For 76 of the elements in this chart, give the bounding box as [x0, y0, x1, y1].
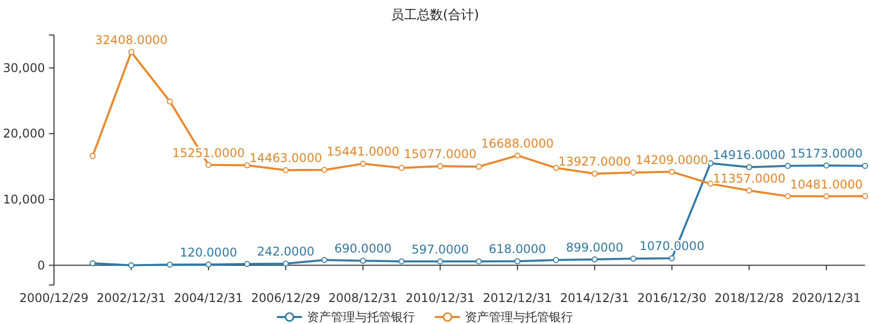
chart-title: 员工总数(合计): [390, 8, 480, 23]
point: [128, 262, 134, 268]
data-label: 15077.0000: [404, 147, 476, 162]
point: [823, 162, 830, 168]
data-label: 618.0000: [488, 242, 546, 256]
point: [592, 170, 598, 177]
point: [476, 258, 482, 264]
point: [205, 162, 212, 168]
point: [668, 255, 675, 262]
x-tick-label: 2016/12/30: [637, 291, 706, 305]
point: [784, 162, 791, 169]
point: [630, 256, 636, 262]
data-label: 690.0000: [334, 242, 392, 256]
data-label: 11357.0000: [712, 172, 786, 186]
point: [244, 260, 250, 267]
x-tick-label: 2010/12/31: [406, 291, 475, 305]
data-label: 14916.0000: [712, 148, 786, 162]
point: [205, 261, 212, 268]
point: [398, 164, 405, 171]
data-label: 120.0000: [180, 245, 238, 260]
x-tick-label: 2018/12/28: [714, 291, 784, 305]
point: [862, 193, 868, 200]
point: [90, 153, 96, 160]
data-label: 10481.0000: [790, 177, 863, 192]
point: [128, 49, 134, 56]
point: [746, 164, 752, 170]
legend-label: 资产管理与托管银行: [307, 310, 415, 324]
point: [784, 193, 791, 200]
point: [282, 260, 289, 267]
y-tick-label: 0: [37, 258, 45, 272]
point: [592, 256, 598, 262]
point: [862, 162, 868, 169]
data-label: 15173.0000: [790, 146, 863, 160]
x-tick-label: 2020/12/31: [792, 291, 861, 305]
y-tick-label: 20,000: [3, 126, 45, 141]
point: [514, 258, 520, 264]
x-tick-label: 2008/12/31: [328, 291, 398, 305]
point: [166, 98, 173, 104]
point: [746, 188, 752, 194]
legend-label: 资产管理与托管银行: [465, 310, 573, 324]
point: [708, 180, 714, 187]
data-label: 597.0000: [412, 242, 469, 256]
x-tick-label: 2000/12/29: [19, 291, 89, 305]
data-label: 13927.0000: [558, 154, 631, 169]
point: [553, 164, 560, 171]
point: [630, 170, 636, 176]
data-label: 15441.0000: [326, 144, 400, 159]
data-label: 899.0000: [566, 240, 624, 254]
x-tick-label: 2002/12/31: [96, 291, 166, 305]
point: [398, 258, 405, 264]
x-tick-label: 2014/12/31: [560, 291, 630, 305]
x-tick-label: 2004/12/31: [174, 291, 244, 305]
point: [282, 167, 289, 174]
point: [360, 160, 366, 167]
x-tick-label: 2012/12/31: [482, 291, 552, 305]
point: [476, 164, 482, 170]
y-tick-label: 10,000: [3, 192, 45, 206]
point: [514, 152, 520, 158]
point: [360, 258, 366, 264]
y-tick-label: 30,000: [3, 60, 45, 75]
point: [244, 162, 250, 168]
data-label: 14209.0000: [636, 152, 708, 167]
point: [321, 257, 328, 263]
point: [90, 260, 96, 266]
x-tick-label: 2006/12/29: [251, 291, 320, 305]
point: [668, 168, 675, 175]
point: [437, 258, 444, 264]
point: [321, 166, 328, 173]
data-label: 14463.0000: [249, 151, 322, 166]
point: [437, 163, 444, 170]
data-label: 16688.0000: [481, 136, 554, 150]
data-label: 242.0000: [257, 244, 314, 259]
point: [166, 262, 173, 268]
point: [553, 257, 560, 263]
point: [823, 193, 830, 200]
data-label: 32408.0000: [94, 33, 168, 48]
